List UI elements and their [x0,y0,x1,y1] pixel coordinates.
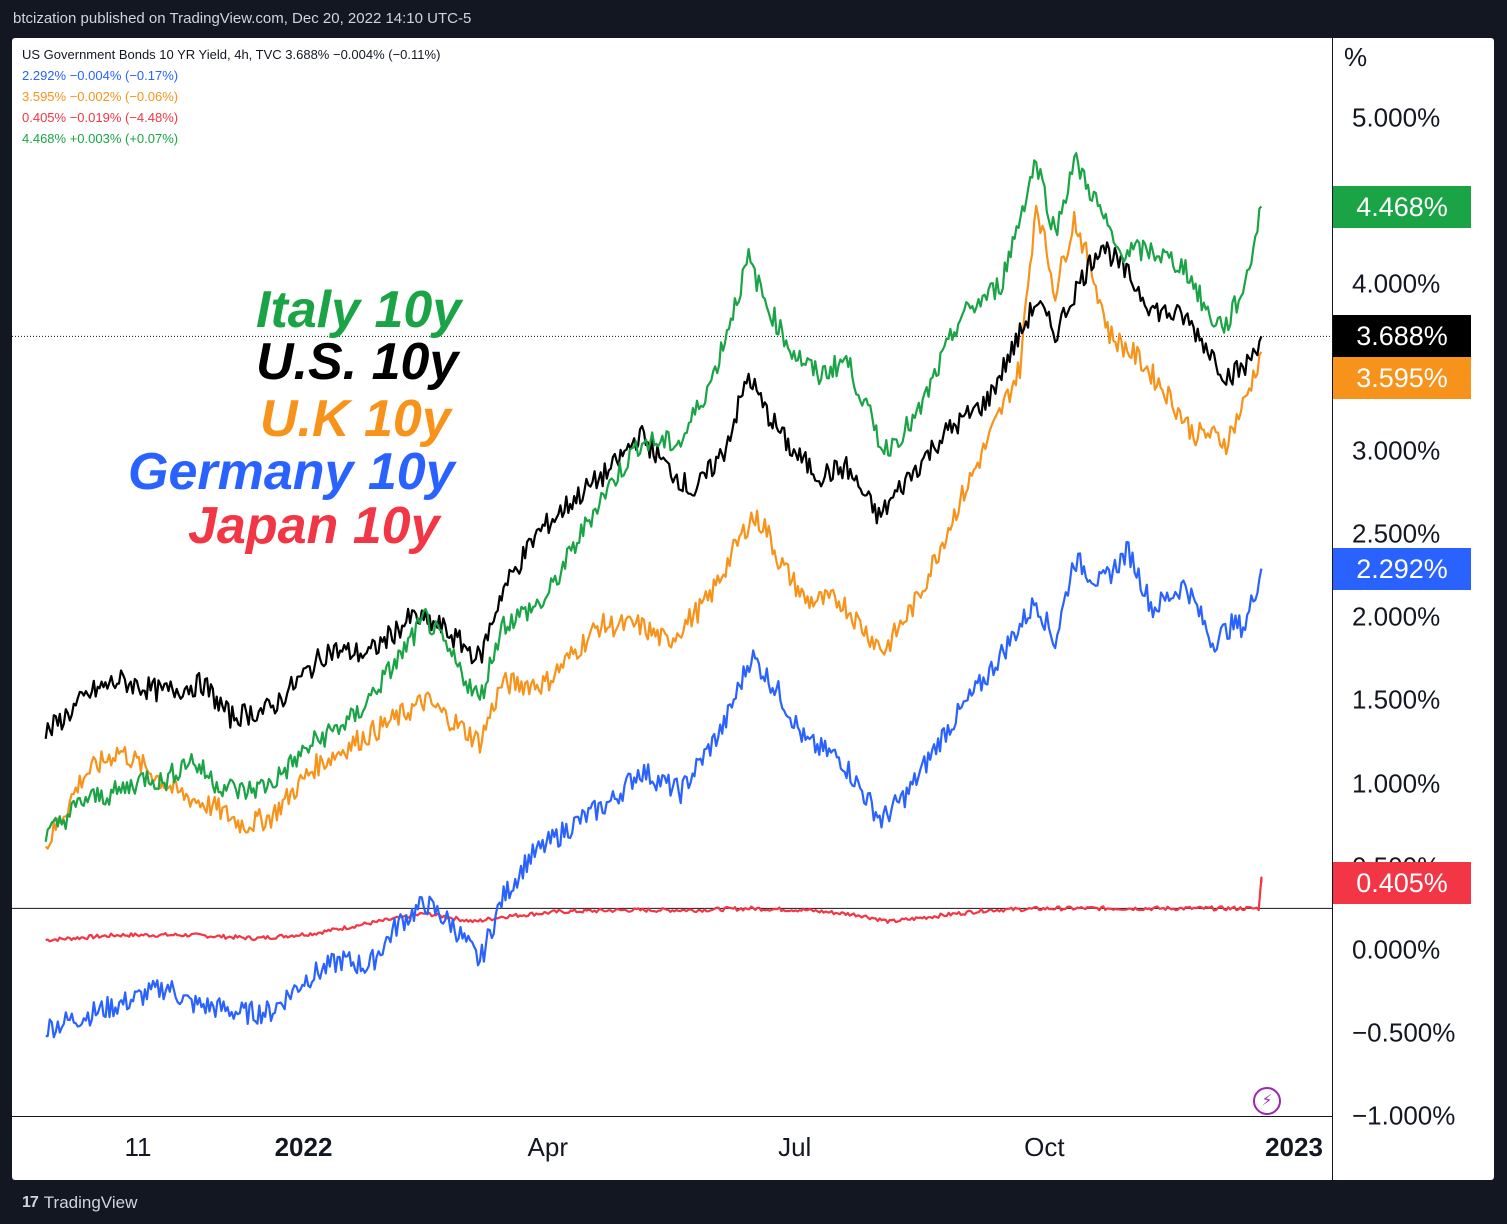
legend-germany: 2.292% −0.004% (−0.17%) [22,68,179,83]
annotation-uk: U.K 10y [260,390,451,448]
x-tick-label: Oct [1024,1132,1065,1162]
y-tick-label: 3.000% [1352,435,1441,466]
series-line-italy [44,152,1263,842]
legend-uk: 3.595% −0.002% (−0.06%) [22,89,179,104]
y-tick-label: 2.000% [1352,601,1441,632]
series-line-germany [45,541,1263,1039]
annotation-germany: Germany 10y [128,443,455,501]
price-scale-unit: % [1344,42,1368,72]
x-tick-label: 2023 [1265,1132,1323,1162]
annotation-us: U.S. 10y [256,333,459,391]
series-line-japan [45,876,1263,943]
last-value-tag-us: 3.688% [1333,315,1471,358]
last-value-tag-uk: 3.595% [1333,357,1471,400]
y-tick-label: 2.500% [1352,518,1441,549]
y-tick-label: 0.000% [1352,934,1441,965]
last-value-tag-japan: 0.405% [1333,861,1471,904]
x-tick-label: 2022 [274,1132,333,1162]
last-value-tag-italy: 4.468% [1333,185,1471,228]
price-scale-border [1332,38,1333,1180]
annotation-italy: Italy 10y [256,281,462,339]
legend: US Government Bonds 10 YR Yield, 4h, TVC… [22,44,440,149]
y-tick-label: 1.000% [1352,768,1441,799]
series-group [44,152,1263,1039]
y-tick-label: 1.500% [1352,684,1441,715]
publish-info: btcization published on TradingView.com,… [13,10,472,27]
x-tick-label: Apr [527,1132,568,1162]
y-tick-label: 4.000% [1352,268,1441,299]
annotation-japan: Japan 10y [188,497,440,555]
legend-main: US Government Bonds 10 YR Yield, 4h, TVC… [22,47,441,62]
legend-japan: 0.405% −0.019% (−4.48%) [22,110,179,125]
tradingview-logo-icon: 17 [22,1194,39,1211]
lightning-icon[interactable]: ⚡ [1253,1087,1281,1115]
last-value-tag-germany: 2.292% [1333,547,1471,590]
time-scale-border [12,1116,1332,1117]
y-tick-label: 5.000% [1352,102,1441,133]
x-tick-label: Jul [778,1132,812,1162]
footer-brand: TradingView [43,1193,138,1212]
y-tick-label: −0.500% [1352,1017,1456,1048]
y-tick-label: −1.000% [1352,1100,1456,1131]
x-tick-label: 11 [124,1132,152,1162]
plot-area[interactable] [12,38,1332,1116]
series-line-uk [44,204,1263,850]
chart-panel[interactable]: US Government Bonds 10 YR Yield, 4h, TVC… [12,38,1494,1180]
legend-italy: 4.468% +0.003% (+0.07%) [22,131,179,146]
footer: 17 TradingView [22,1191,137,1215]
